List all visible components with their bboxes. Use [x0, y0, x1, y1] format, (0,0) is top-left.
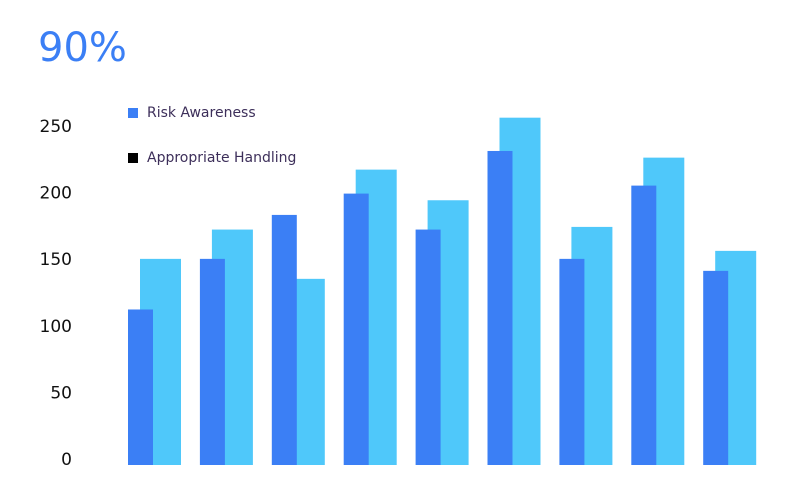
- bar: [271, 214, 297, 465]
- y-tick-label: 250: [40, 117, 72, 137]
- legend-label: Risk Awareness: [147, 105, 256, 121]
- bar: [343, 193, 369, 465]
- bar: [199, 258, 225, 465]
- legend-marker: [128, 108, 138, 118]
- y-tick-label: 200: [40, 184, 72, 204]
- bar: [703, 270, 729, 465]
- legend-label: Appropriate Handling: [147, 150, 296, 166]
- y-tick-label: 0: [61, 450, 72, 470]
- y-tick-label: 50: [50, 383, 72, 403]
- y-tick-label: 100: [40, 317, 72, 337]
- y-tick-label: 150: [40, 250, 72, 270]
- legend-marker: [128, 153, 138, 163]
- bar: [487, 150, 513, 465]
- bar: [559, 258, 585, 465]
- chart-title: 90%: [38, 25, 127, 71]
- bar: [631, 185, 657, 465]
- bar: [415, 229, 441, 465]
- bar: [128, 309, 153, 465]
